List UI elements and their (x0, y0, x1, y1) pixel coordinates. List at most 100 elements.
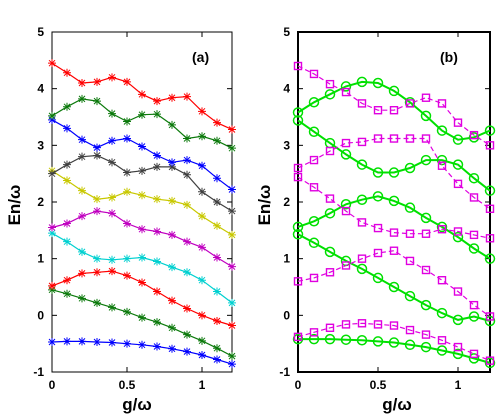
data-point (485, 312, 495, 321)
data-point (228, 360, 236, 369)
data-point (356, 335, 368, 346)
data-point (437, 276, 447, 285)
data-point (123, 307, 131, 316)
data-point (356, 263, 368, 275)
data-point (372, 336, 384, 347)
panel-b-ylabel: En/ω (255, 185, 274, 226)
data-point (198, 107, 206, 116)
y-tick-label: 2 (37, 195, 44, 209)
data-point (213, 198, 221, 206)
data-point (468, 353, 480, 364)
data-point (308, 237, 320, 249)
data-point (452, 231, 464, 243)
data-point (213, 253, 221, 262)
data-point (309, 155, 319, 165)
data-point (469, 193, 479, 202)
data-point (452, 314, 464, 326)
data-point (198, 276, 206, 285)
panel-b-xlabel: g/ω (382, 395, 411, 414)
data-point (292, 333, 304, 345)
data-point (309, 69, 319, 79)
data-point (388, 281, 400, 293)
data-point (421, 134, 431, 143)
data-point (138, 313, 146, 322)
data-point (404, 162, 416, 174)
data-point (108, 209, 116, 218)
data-point (213, 136, 221, 145)
data-point (108, 303, 116, 312)
data-point (293, 61, 303, 71)
data-point (78, 294, 86, 303)
data-point (420, 212, 432, 224)
data-point (325, 146, 335, 156)
data-point (213, 344, 221, 353)
series-line (297, 250, 491, 317)
data-point (183, 156, 191, 165)
data-point (108, 136, 116, 145)
y-tick-label: 4 (283, 82, 290, 96)
data-point (421, 265, 431, 275)
data-point (340, 334, 352, 345)
data-point (356, 159, 368, 170)
data-point (357, 137, 367, 147)
data-point (168, 323, 176, 332)
data-point (93, 195, 101, 204)
data-point (389, 321, 399, 330)
data-point (93, 207, 101, 216)
data-point (421, 93, 431, 102)
x-tick-label: 0.5 (119, 378, 136, 392)
data-point (357, 218, 367, 227)
data-point (324, 89, 336, 100)
data-point (168, 344, 176, 353)
data-point (198, 243, 206, 252)
data-point (48, 223, 56, 232)
data-point (325, 79, 335, 89)
data-point (436, 221, 448, 233)
data-point (469, 230, 479, 240)
panel-a: En/ω g/ω (a) 0 0.5 1 -1 0 1 2 3 4 5 (5, 25, 236, 414)
data-point (168, 158, 176, 167)
data-point (168, 296, 176, 305)
data-point (308, 126, 320, 137)
data-point (198, 212, 206, 221)
panel-a-xlabel: g/ω (122, 395, 151, 414)
data-point (93, 97, 101, 106)
data-point (325, 268, 335, 277)
data-point (93, 77, 101, 86)
data-point (48, 281, 56, 290)
data-point (388, 337, 400, 348)
data-point (341, 206, 351, 216)
series-line (297, 137, 491, 210)
data-point (436, 125, 448, 136)
data-point (138, 142, 146, 151)
data-point (484, 357, 496, 369)
series-line (297, 65, 491, 146)
data-point (153, 287, 161, 296)
data-point (309, 183, 319, 192)
data-point (357, 99, 367, 108)
data-point (340, 81, 352, 92)
data-point (452, 348, 464, 360)
data-point (93, 254, 101, 263)
data-point (388, 195, 400, 207)
data-point (405, 325, 415, 335)
y-tick-label: 1 (37, 252, 44, 266)
data-point (373, 223, 383, 233)
data-point (78, 337, 86, 346)
data-point (108, 73, 116, 82)
data-point (63, 176, 71, 185)
data-point (437, 99, 447, 108)
y-tick-label: 5 (283, 25, 290, 39)
data-point (420, 110, 432, 122)
data-point (420, 299, 432, 311)
y-tick-label: -1 (33, 365, 44, 379)
data-point (78, 79, 86, 87)
data-point (168, 263, 176, 272)
data-point (228, 207, 236, 216)
series-line (297, 176, 491, 239)
data-point (341, 138, 351, 148)
data-point (485, 356, 495, 365)
panel-a-tag: (a) (192, 49, 209, 65)
data-point (357, 319, 367, 328)
series-line (297, 195, 491, 260)
